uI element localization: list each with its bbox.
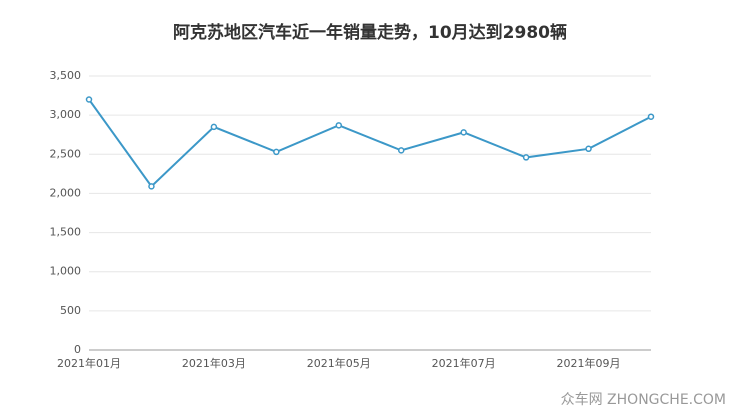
- data-point: [210, 123, 218, 131]
- data-point: [85, 96, 93, 103]
- data-point: [397, 147, 405, 154]
- data-point: [335, 122, 343, 129]
- x-tick-label: 2021年05月: [307, 356, 371, 370]
- y-tick-label: 1,500: [50, 226, 82, 239]
- data-point: [273, 148, 280, 156]
- x-tick-label: 2021年01月: [57, 356, 121, 370]
- watermark: 众车网 ZHONGCHE.COM: [561, 391, 726, 408]
- y-tick-label: 2,000: [50, 186, 82, 199]
- data-point: [522, 154, 530, 161]
- y-tick-label: 0: [74, 343, 81, 356]
- y-tick-label: 3,000: [50, 108, 82, 121]
- data-point: [647, 113, 655, 120]
- chart-title: 阿克苏地区汽车近一年销量走势，10月达到2980辆: [173, 22, 567, 43]
- y-tick-label: 2,500: [50, 147, 82, 160]
- series-line: [88, 98, 652, 188]
- x-tick-label: 2021年09月: [557, 356, 621, 370]
- data-point: [148, 183, 155, 190]
- data-point: [460, 129, 467, 136]
- y-tick-label: 500: [60, 304, 81, 317]
- y-tick-label: 1,000: [50, 265, 82, 278]
- x-tick-label: 2021年07月: [432, 356, 496, 370]
- data-point: [585, 145, 592, 153]
- x-tick-label: 2021年03月: [182, 356, 246, 370]
- y-tick-label: 3,500: [50, 69, 82, 82]
